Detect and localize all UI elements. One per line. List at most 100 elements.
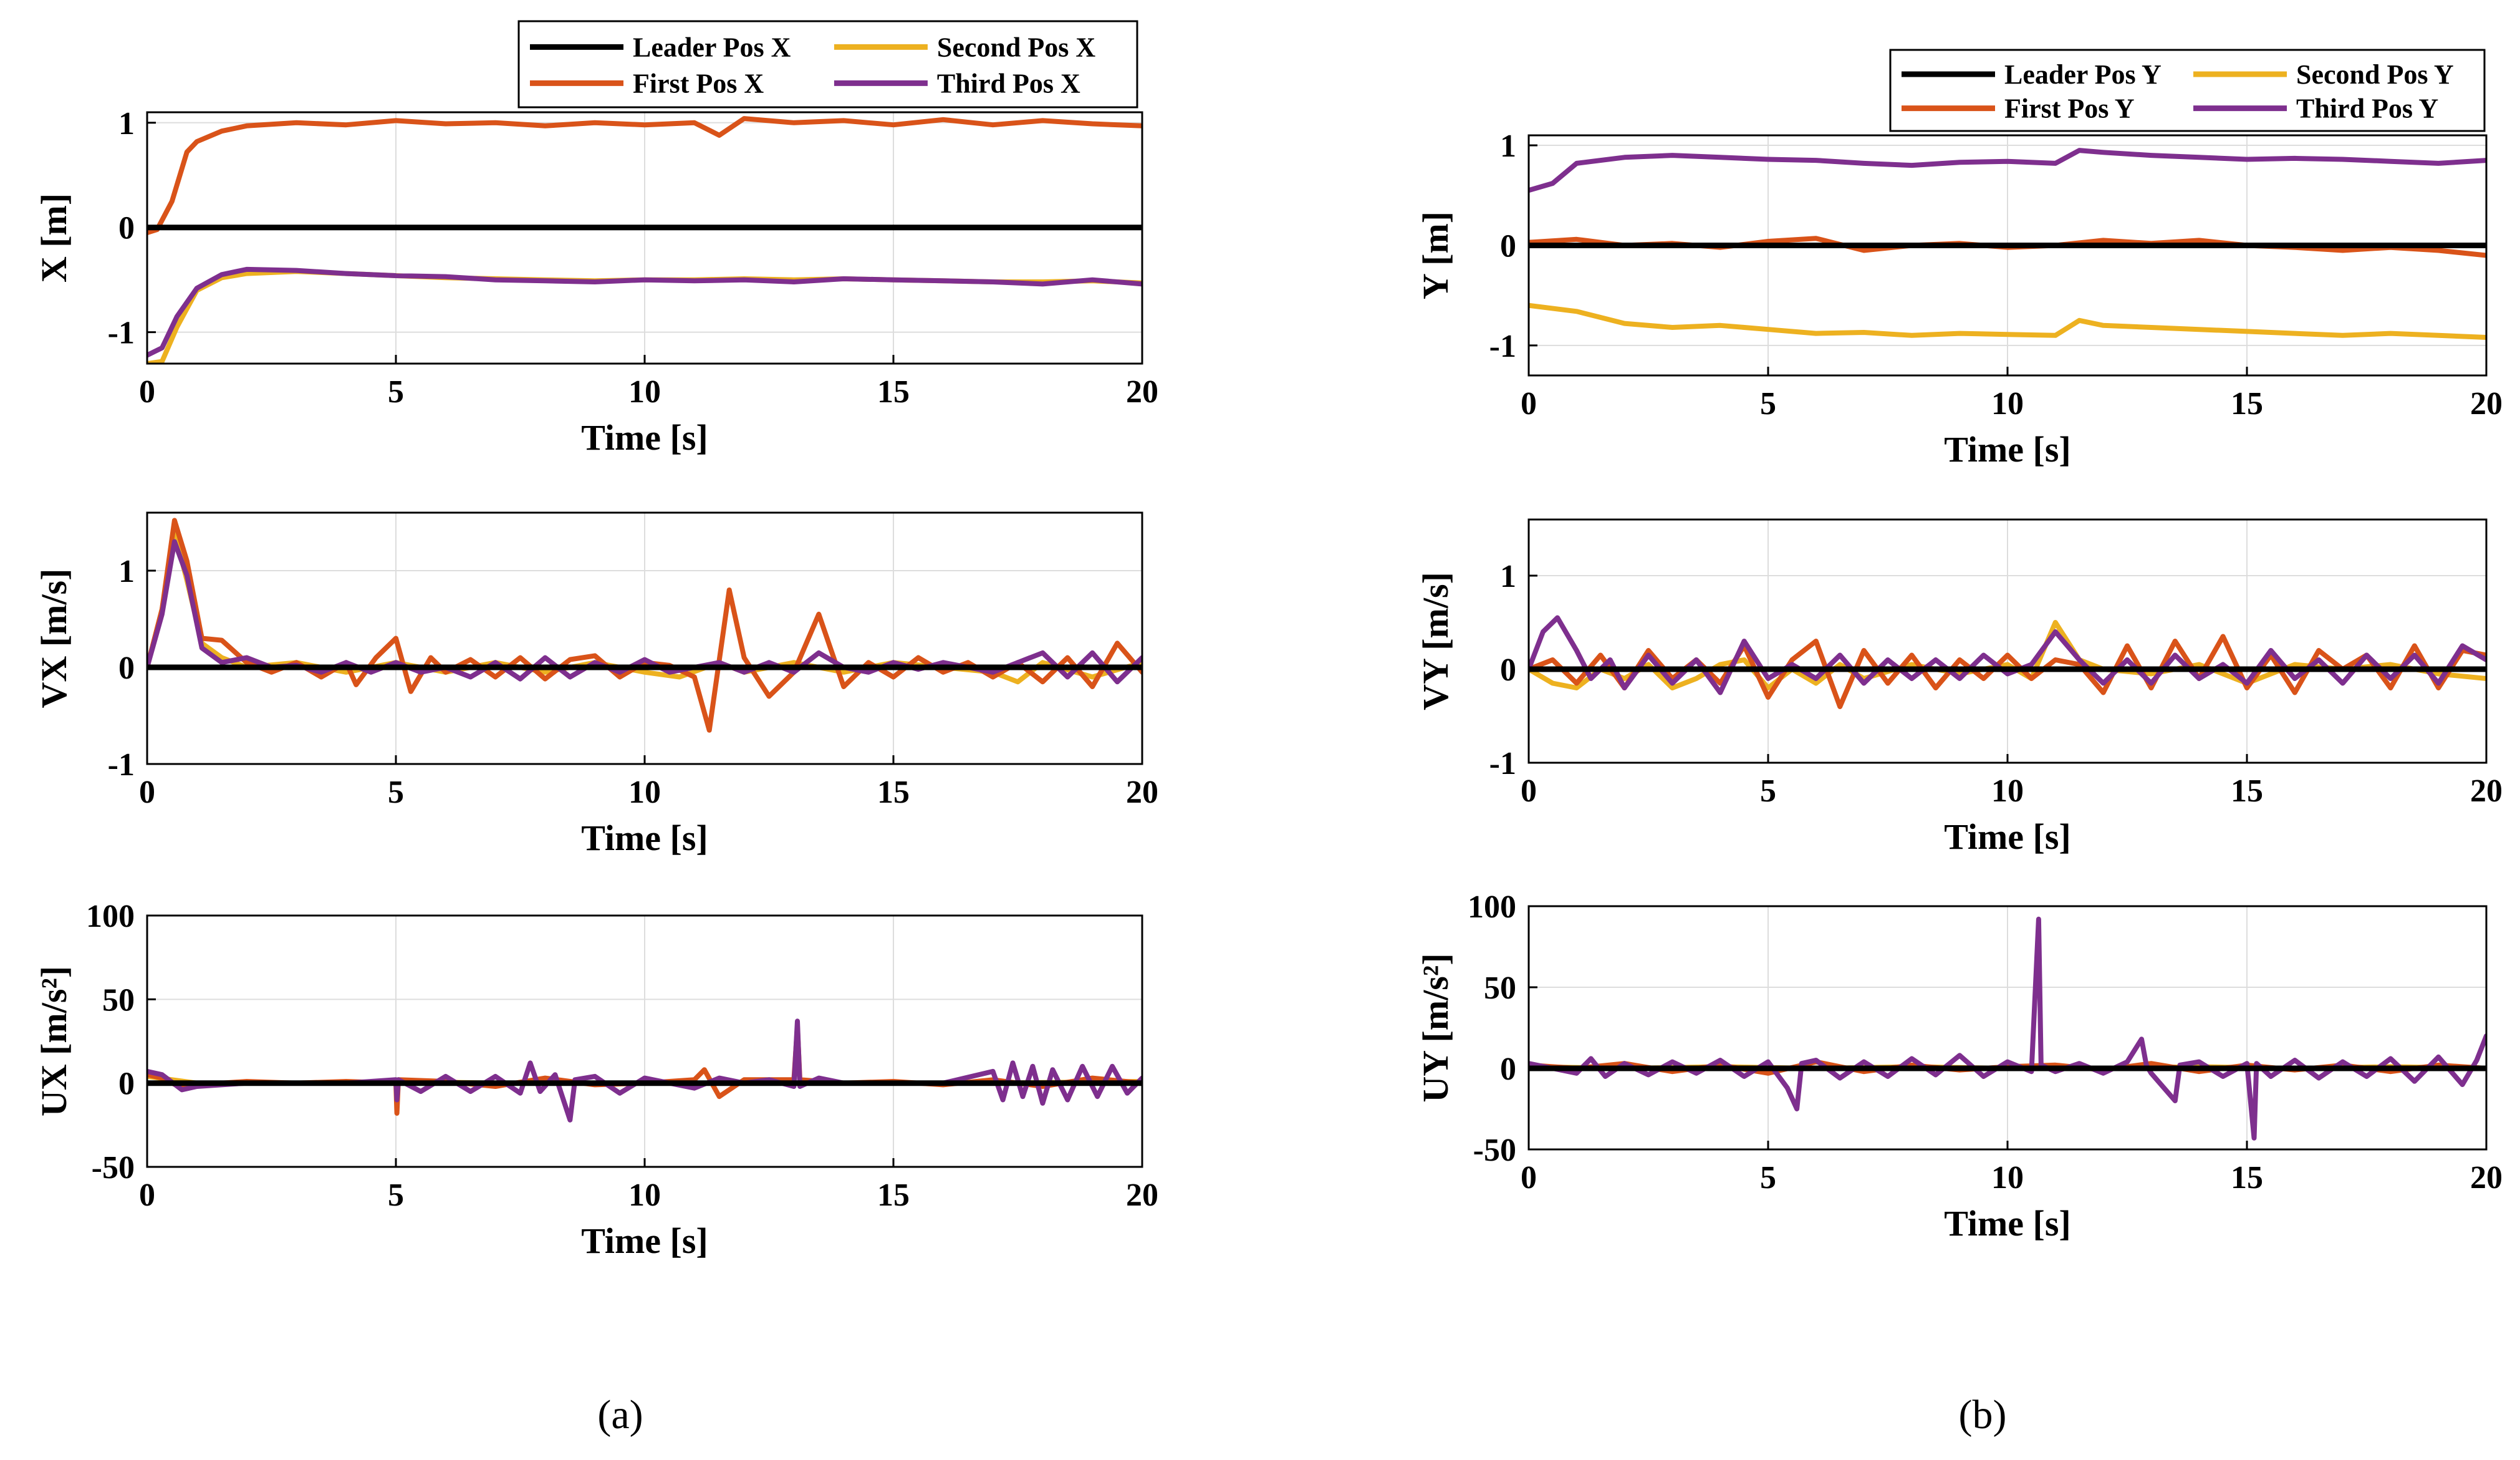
x-tick-label: 5 (388, 1177, 404, 1213)
series-line-third (1529, 615, 2486, 695)
y-tick-label: -1 (108, 747, 135, 783)
y-tick-label: 0 (1500, 228, 1516, 264)
legend-entry: First Pos X (633, 68, 764, 99)
series-line-third (1529, 148, 2486, 193)
x-tick-label: 15 (877, 374, 910, 410)
y-tick-label: -1 (108, 316, 135, 351)
x-axis-label: Time [s] (1944, 816, 2071, 857)
legend-box (517, 20, 1138, 109)
x-tick-label: 15 (877, 775, 910, 810)
x-tick-label: 20 (2470, 386, 2503, 422)
x-tick-label: 0 (1521, 386, 1537, 422)
plot-border (146, 111, 1143, 365)
x-tick-label: 10 (628, 1177, 661, 1213)
caption-a: (a) (597, 1392, 643, 1438)
y-axis-label: X [m] (34, 193, 74, 283)
x-tick-label: 20 (1126, 775, 1158, 810)
y-tick-label: 1 (1500, 559, 1516, 594)
series-group (147, 116, 1142, 364)
series-line-second (1529, 302, 2486, 340)
x-tick-label: 20 (2470, 773, 2503, 809)
x-tick-label: 10 (1991, 773, 2024, 809)
legend-entry: Leader Pos X (633, 32, 791, 62)
x-tick-label: 15 (877, 1177, 910, 1213)
y-tick-label: 0 (118, 1066, 135, 1102)
y-axis-label: VX [m/s] (34, 569, 74, 708)
x-tick-label: 0 (139, 1177, 155, 1213)
x-axis-label: Time [s] (581, 417, 708, 458)
x-axis-label: Time [s] (581, 1221, 708, 1261)
plot-border (1527, 134, 2488, 377)
x-tick-label: 0 (1521, 773, 1537, 809)
legend-entry: Third Pos Y (2296, 94, 2438, 124)
x-tick-label: 5 (388, 374, 404, 410)
y-tick-label: 50 (102, 982, 135, 1018)
plot-border (146, 511, 1143, 765)
x-axis-label: Time [s] (581, 818, 708, 858)
legend: Leader Pos X First Pos X Second Pos X Third… (517, 20, 1138, 109)
x-tick-label: 5 (388, 775, 404, 810)
y-tick-label: 100 (1468, 889, 1516, 925)
caption-b: (b) (1959, 1392, 2007, 1438)
x-tick-label: 20 (2470, 1160, 2503, 1196)
y-tick-label: 1 (118, 554, 135, 589)
y-tick-label: 0 (1500, 652, 1516, 688)
legend-box (1889, 49, 2486, 132)
x-tick-label: 10 (1991, 386, 2024, 422)
x-tick-label: 20 (1126, 1177, 1158, 1213)
plot-border (1527, 518, 2488, 764)
plot-border (1527, 905, 2488, 1151)
x-axis-label: Time [s] (1944, 429, 2071, 470)
series-group (1529, 148, 2486, 340)
legend-entry: Second Pos Y (2296, 59, 2454, 90)
x-tick-label: 0 (1521, 1160, 1537, 1196)
x-tick-label: 5 (1760, 773, 1776, 809)
legend-entry: Second Pos X (937, 32, 1095, 62)
y-axis-label: UY [m/s²] (1415, 953, 1456, 1102)
y-tick-label: 1 (1500, 128, 1516, 164)
legend-entry: First Pos Y (2004, 94, 2135, 124)
y-tick-label: 0 (118, 650, 135, 686)
x-tick-label: 0 (139, 374, 155, 410)
x-tick-label: 10 (1991, 1160, 2024, 1196)
y-axis-label: VY [m/s] (1415, 572, 1456, 710)
series-group (1529, 615, 2486, 709)
y-tick-label: -50 (1473, 1133, 1516, 1168)
legend: Leader Pos Y First Pos Y Second Pos Y Third… (1889, 49, 2486, 132)
y-axis-label: UX [m/s²] (34, 966, 74, 1116)
y-tick-label: -50 (92, 1150, 135, 1186)
plot-border (146, 914, 1143, 1168)
series-line-third (147, 266, 1142, 358)
y-tick-label: -1 (1489, 746, 1516, 781)
y-tick-label: 0 (1500, 1051, 1516, 1087)
x-tick-label: 10 (628, 374, 661, 410)
y-tick-label: 100 (86, 899, 135, 934)
x-tick-label: 10 (628, 775, 661, 810)
series-group (147, 1018, 1142, 1123)
series-group (1529, 916, 2486, 1141)
x-tick-label: 5 (1760, 1160, 1776, 1196)
x-tick-label: 15 (2231, 773, 2263, 809)
x-tick-label: 20 (1126, 374, 1158, 410)
legend-entry: Leader Pos Y (2004, 59, 2162, 90)
y-tick-label: 1 (118, 106, 135, 142)
legend-entry: Third Pos X (937, 68, 1080, 99)
series-line-first (147, 116, 1142, 236)
x-tick-label: 15 (2231, 1160, 2263, 1196)
x-tick-label: 5 (1760, 386, 1776, 422)
y-axis-label: Y [m] (1415, 211, 1456, 299)
x-axis-label: Time [s] (1944, 1203, 2071, 1244)
series-group (147, 518, 1142, 733)
y-tick-label: 0 (118, 211, 135, 246)
x-tick-label: 15 (2231, 386, 2263, 422)
y-tick-label: 50 (1484, 970, 1516, 1006)
x-tick-label: 0 (139, 775, 155, 810)
y-tick-label: -1 (1489, 329, 1516, 364)
